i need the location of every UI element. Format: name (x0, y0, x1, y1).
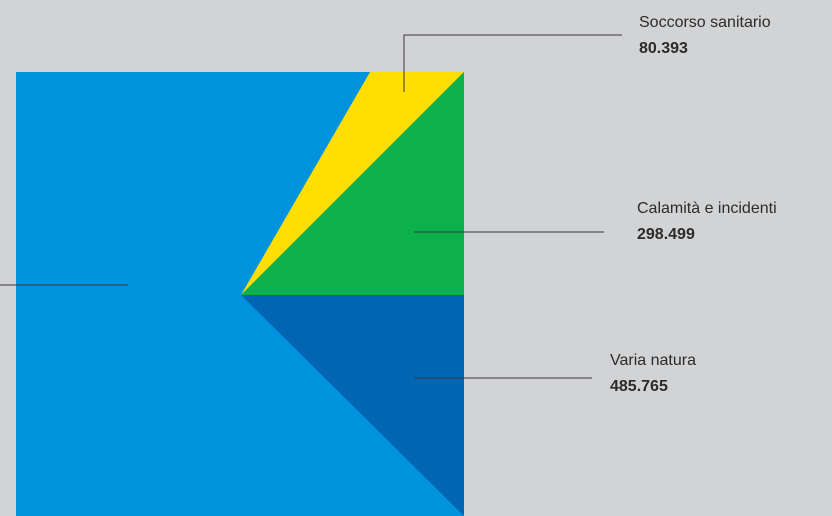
label-calamita-incidenti: Calamità e incidenti (637, 200, 777, 217)
label-soccorso-sanitario: Soccorso sanitario (639, 14, 771, 31)
slice-varia-natura (241, 295, 464, 516)
value-varia-natura: 485.765 (610, 378, 668, 395)
value-calamita-incidenti: 298.499 (637, 226, 695, 243)
label-varia-natura: Varia natura (610, 352, 696, 369)
slice-calamita-incidenti (241, 72, 464, 295)
leader-soccorso-sanitario (403, 34, 622, 92)
value-soccorso-sanitario: 80.393 (639, 40, 688, 57)
